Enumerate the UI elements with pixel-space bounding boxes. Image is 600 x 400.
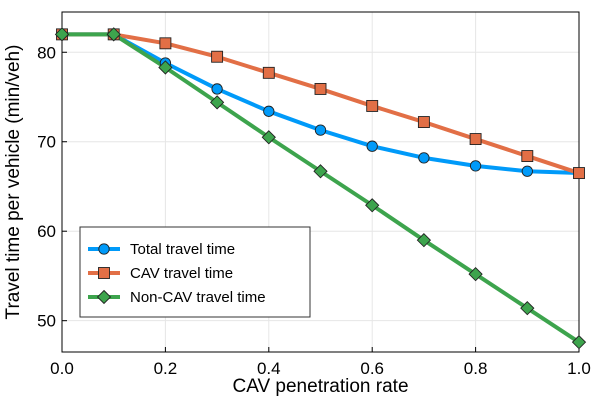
- data-point-cav-travel-time: [366, 99, 379, 112]
- data-point-non-cav-travel-time: [468, 267, 483, 282]
- legend-item-non-cav-travel-time: Non-CAV travel time: [88, 289, 266, 306]
- data-point-non-cav-travel-time: [571, 335, 587, 350]
- legend-label: Total travel time: [130, 241, 235, 258]
- series-markers-non-cav-travel-time: [54, 27, 587, 350]
- data-point-cav-travel-time: [262, 66, 275, 79]
- data-point-cav-travel-time: [211, 50, 224, 63]
- x-axis-label: CAV penetration rate: [232, 376, 408, 397]
- data-point-total-travel-time: [263, 105, 275, 117]
- data-point-non-cav-travel-time: [520, 301, 535, 316]
- x-tick-label: 1.0: [567, 359, 591, 378]
- x-tick-label: 0.4: [257, 359, 281, 378]
- data-point-non-cav-travel-time: [313, 164, 328, 179]
- data-point-cav-travel-time: [417, 116, 430, 129]
- data-point-total-travel-time: [418, 152, 430, 164]
- legend-label: Non-CAV travel time: [130, 289, 266, 306]
- y-tick-label: 70: [37, 133, 56, 152]
- legend: Total travel time CAV travel time Non-CAV …: [79, 226, 311, 318]
- legend-swatch-marker: [98, 267, 110, 279]
- data-point-cav-travel-time: [573, 167, 585, 180]
- data-point-non-cav-travel-time: [106, 27, 121, 42]
- data-point-non-cav-travel-time: [54, 27, 70, 42]
- legend-swatch-marker: [96, 289, 112, 305]
- data-point-total-travel-time: [366, 140, 378, 152]
- x-tick-label: 0.0: [50, 359, 74, 378]
- data-point-total-travel-time: [211, 83, 223, 95]
- legend-item-cav-travel-time: CAV travel time: [88, 265, 233, 282]
- x-tick-label: 0.6: [360, 359, 384, 378]
- legend-label: CAV travel time: [130, 265, 233, 282]
- data-point-total-travel-time: [521, 165, 533, 177]
- data-point-total-travel-time: [314, 124, 327, 136]
- data-point-cav-travel-time: [469, 133, 482, 146]
- data-point-non-cav-travel-time: [209, 95, 225, 110]
- x-tick-label: 0.8: [464, 359, 488, 378]
- y-tick-label: 80: [37, 43, 56, 62]
- x-axis: 0.0 0.2 0.4 0.6 0.8 1.0: [50, 347, 591, 378]
- series-layer: [54, 27, 587, 350]
- y-tick-label: 60: [37, 222, 56, 241]
- x-tick-label: 0.2: [154, 359, 178, 378]
- data-point-total-travel-time: [469, 160, 482, 172]
- legend-swatch-marker: [98, 243, 110, 255]
- data-point-non-cav-travel-time: [416, 233, 432, 248]
- data-point-non-cav-travel-time: [365, 198, 380, 213]
- data-point-cav-travel-time: [159, 37, 172, 50]
- plot-frame: [61, 11, 580, 353]
- data-point-non-cav-travel-time: [158, 60, 173, 75]
- y-tick-label: 50: [37, 312, 56, 331]
- data-point-non-cav-travel-time: [261, 130, 276, 145]
- y-axis-label: Travel time per vehicle (min/veh): [3, 45, 24, 320]
- legend-item-total-travel-time: Total travel time: [88, 241, 235, 258]
- data-point-cav-travel-time: [314, 82, 327, 95]
- y-axis: 50 60 70 80: [37, 43, 67, 331]
- data-point-cav-travel-time: [521, 150, 534, 163]
